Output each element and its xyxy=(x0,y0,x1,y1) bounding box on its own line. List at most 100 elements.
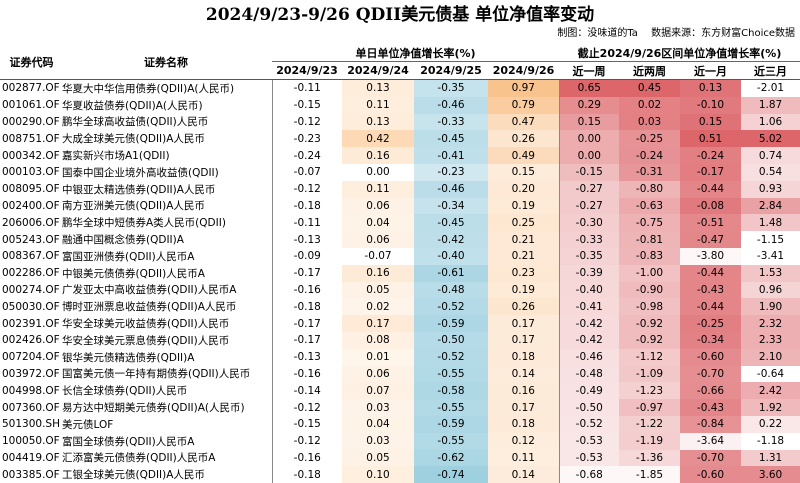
interval-change-4: 1.48 xyxy=(741,214,800,231)
daily-change-3: -0.40 xyxy=(414,248,488,265)
fund-name: 广发亚太中高收益债券(QDII)人民币A xyxy=(60,282,272,299)
daily-change-1: -0.16 xyxy=(272,450,342,467)
interval-change-2: -0.80 xyxy=(619,181,680,198)
interval-change-3: -0.34 xyxy=(680,332,741,349)
interval-change-3: 0.51 xyxy=(680,130,741,147)
interval-change-1: -0.53 xyxy=(559,450,619,467)
interval-change-4: 1.87 xyxy=(741,97,800,114)
fund-name: 鹏华全球高收益债(QDII)人民币 xyxy=(60,114,272,131)
interval-change-1: 0.00 xyxy=(559,130,619,147)
interval-change-3: -0.25 xyxy=(680,315,741,332)
daily-change-3: -0.74 xyxy=(414,466,488,483)
fund-code: 002286.OF xyxy=(0,265,60,282)
interval-change-2: -1.00 xyxy=(619,265,680,282)
daily-change-2: 0.01 xyxy=(342,349,414,366)
interval-change-4: 2.42 xyxy=(741,382,800,399)
daily-change-1: -0.14 xyxy=(272,382,342,399)
daily-change-2: 0.16 xyxy=(342,147,414,164)
fund-name: 嘉实新兴市场A1(QDII) xyxy=(60,147,272,164)
interval-change-3: -0.08 xyxy=(680,198,741,215)
daily-change-2: 0.03 xyxy=(342,399,414,416)
daily-change-3: -0.55 xyxy=(414,433,488,450)
interval-change-4: -1.15 xyxy=(741,231,800,248)
daily-change-4: 0.17 xyxy=(488,399,559,416)
fund-code: 001061.OF xyxy=(0,97,60,114)
fund-code: 007360.OF xyxy=(0,399,60,416)
interval-change-3: -0.60 xyxy=(680,466,741,483)
daily-change-4: 0.49 xyxy=(488,147,559,164)
daily-change-4: 0.19 xyxy=(488,198,559,215)
daily-change-2: 0.00 xyxy=(342,164,414,181)
daily-change-1: -0.18 xyxy=(272,198,342,215)
daily-change-2: 0.02 xyxy=(342,298,414,315)
interval-change-4: 1.90 xyxy=(741,298,800,315)
interval-change-3: -3.80 xyxy=(680,248,741,265)
fund-code: 008751.OF xyxy=(0,130,60,147)
daily-change-1: -0.13 xyxy=(272,349,342,366)
daily-change-3: -0.52 xyxy=(414,298,488,315)
daily-change-4: 0.21 xyxy=(488,231,559,248)
interval-change-2: -1.19 xyxy=(619,433,680,450)
header-period-3m: 近三月 xyxy=(741,62,800,80)
interval-change-2: -1.12 xyxy=(619,349,680,366)
fund-code: 003972.OF xyxy=(0,366,60,383)
interval-change-4: 0.22 xyxy=(741,416,800,433)
interval-change-3: -0.43 xyxy=(680,282,741,299)
interval-change-2: 0.02 xyxy=(619,97,680,114)
interval-change-1: -0.52 xyxy=(559,416,619,433)
fund-code: 008367.OF xyxy=(0,248,60,265)
header-group-daily: 单日单位净值增长率(%) xyxy=(272,44,559,62)
daily-change-4: 0.17 xyxy=(488,332,559,349)
daily-change-4: 0.18 xyxy=(488,349,559,366)
interval-change-2: 0.03 xyxy=(619,114,680,131)
daily-change-1: -0.12 xyxy=(272,114,342,131)
fund-code: 050030.OF xyxy=(0,298,60,315)
daily-change-1: -0.16 xyxy=(272,282,342,299)
fund-code: 007204.OF xyxy=(0,349,60,366)
daily-change-4: 0.47 xyxy=(488,114,559,131)
daily-change-2: 0.06 xyxy=(342,231,414,248)
daily-change-4: 0.15 xyxy=(488,164,559,181)
interval-change-4: 5.02 xyxy=(741,130,800,147)
fund-code: 000103.OF xyxy=(0,164,60,181)
daily-change-1: -0.11 xyxy=(272,214,342,231)
daily-change-2: 0.04 xyxy=(342,416,414,433)
interval-change-3: -0.66 xyxy=(680,382,741,399)
fund-name: 华安全球美元票息债券(QDII)人民币 xyxy=(60,332,272,349)
header-period-1w: 近一周 xyxy=(559,62,619,80)
daily-change-3: -0.48 xyxy=(414,282,488,299)
interval-change-3: -0.51 xyxy=(680,214,741,231)
interval-change-1: 0.00 xyxy=(559,147,619,164)
daily-change-4: 0.25 xyxy=(488,214,559,231)
header-period-2w: 近两周 xyxy=(619,62,680,80)
interval-change-2: -1.22 xyxy=(619,416,680,433)
interval-change-4: 0.93 xyxy=(741,181,800,198)
daily-change-1: -0.17 xyxy=(272,265,342,282)
interval-change-1: -0.68 xyxy=(559,466,619,483)
interval-change-4: 2.32 xyxy=(741,315,800,332)
fund-name: 南方亚洲美元债(QDII)A人民币 xyxy=(60,198,272,215)
fund-code: 002877.OF xyxy=(0,80,60,97)
header-day-4: 2024/9/26 xyxy=(488,62,559,80)
daily-change-1: -0.17 xyxy=(272,315,342,332)
interval-change-3: -0.70 xyxy=(680,366,741,383)
interval-change-2: -1.36 xyxy=(619,450,680,467)
interval-change-1: -0.46 xyxy=(559,349,619,366)
fund-code: 005243.OF xyxy=(0,231,60,248)
fund-name: 中银美元债债券(QDII)人民币A xyxy=(60,265,272,282)
fund-code: 100050.OF xyxy=(0,433,60,450)
interval-change-1: -0.42 xyxy=(559,315,619,332)
fund-name: 大成全球美元债(QDII)A人民币 xyxy=(60,130,272,147)
interval-change-4: 1.06 xyxy=(741,114,800,131)
fund-name: 富国全球债券(QDII)人民币A xyxy=(60,433,272,450)
interval-change-3: -0.17 xyxy=(680,164,741,181)
interval-change-3: -3.64 xyxy=(680,433,741,450)
